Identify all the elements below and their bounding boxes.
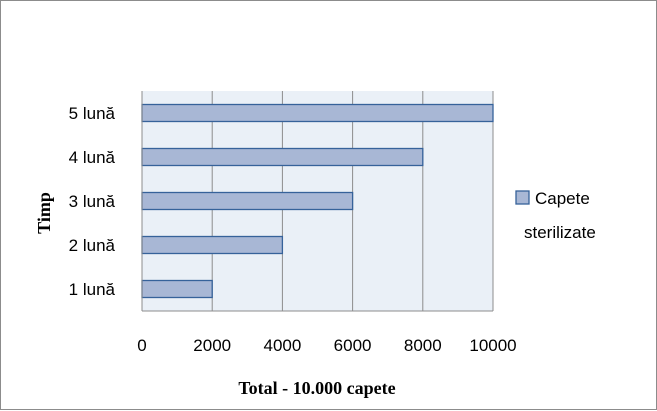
y-tick-label: 3 lună (69, 192, 116, 211)
x-tick-label: 6000 (334, 336, 372, 355)
y-tick-label: 2 lună (69, 236, 116, 255)
legend-swatch (515, 190, 530, 205)
bar-2 (141, 235, 284, 255)
x-tick-label: 8000 (404, 336, 442, 355)
bars (141, 103, 494, 299)
y-tick-labels: 1 lună 2 lună 3 lună 4 lună 5 lună (69, 104, 116, 299)
y-tick-label: 1 lună (69, 280, 116, 299)
y-tick-label: 4 lună (69, 148, 116, 167)
x-tick-label: 0 (137, 336, 146, 355)
legend-label-line-1: Capete (535, 189, 590, 208)
x-tick-label: 2000 (193, 336, 231, 355)
axes (141, 91, 493, 312)
x-axis-title: Total - 10.000 capete (238, 378, 395, 398)
bar-4 (141, 147, 424, 167)
bar-5 (141, 103, 494, 123)
y-tick-label: 5 lună (69, 104, 116, 123)
x-tick-label: 10000 (469, 336, 516, 355)
legend: Capete sterilizate (515, 189, 596, 242)
bar-1 (141, 279, 213, 299)
y-axis-title: Timp (34, 192, 54, 234)
x-tick-labels: 0 2000 4000 6000 8000 10000 (137, 336, 516, 355)
x-tick-label: 4000 (263, 336, 301, 355)
legend-label-line-2: sterilizate (524, 223, 596, 242)
bar-3 (141, 191, 354, 211)
